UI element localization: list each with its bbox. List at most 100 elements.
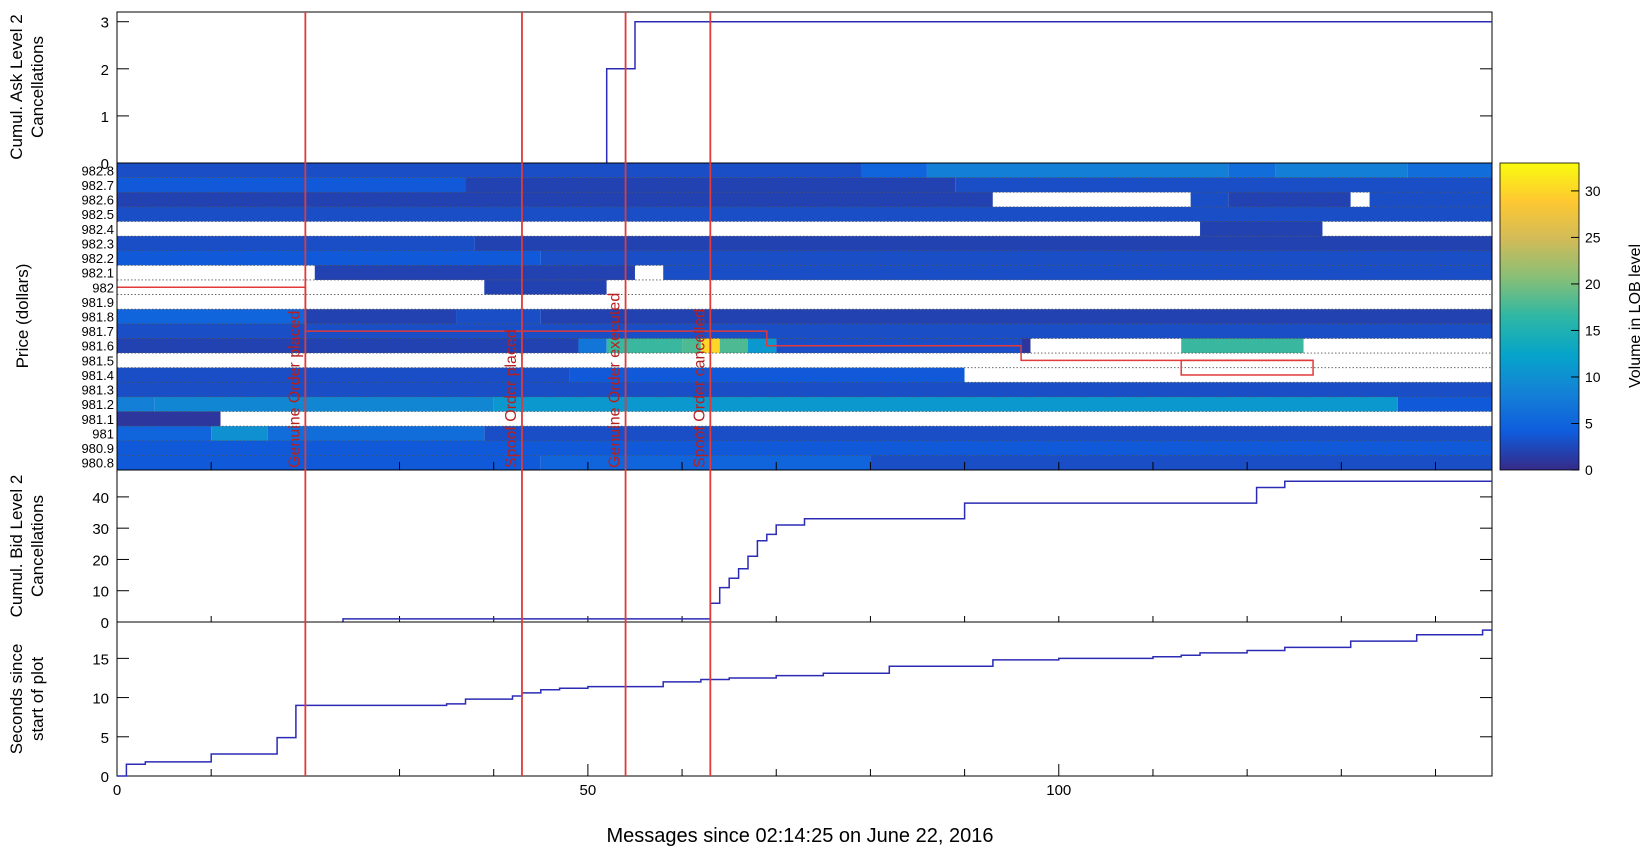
price-tick-label: 980.9 xyxy=(81,441,114,456)
heatmap-cell xyxy=(117,236,475,252)
ask-y-tick-label: 2 xyxy=(101,62,109,79)
heatmap-cell xyxy=(663,265,1492,281)
price-tick-label: 981.6 xyxy=(81,339,114,354)
heatmap-cell xyxy=(484,426,1492,442)
heatmap-cell xyxy=(634,265,664,281)
heatmap-cell xyxy=(1021,338,1031,354)
heatmap-cell xyxy=(117,294,1492,310)
heatmap-cell xyxy=(117,177,466,193)
price-tick-label: 981.9 xyxy=(81,295,114,310)
event-markers: Genuine Order placed Spoof Order placed Ge… xyxy=(286,12,712,776)
heatmap-cell xyxy=(992,192,1191,208)
colorbar-tick-label: 0 xyxy=(1585,462,1593,478)
seconds-ylabel-line1: Seconds since xyxy=(7,644,26,755)
heatmap-cell xyxy=(117,426,212,442)
price-tick-label: 981.7 xyxy=(81,324,114,339)
heatmap-cell xyxy=(1303,338,1492,354)
colorbar-frame xyxy=(1499,162,1580,471)
colorbar-label: Volume in LOB level xyxy=(1627,244,1644,388)
ask-ylabel-line1: Cumul. Ask Level 2 xyxy=(7,14,26,160)
heatmap-panel: 982.8982.7982.6982.5982.4982.3982.2982.1… xyxy=(13,162,1493,471)
event-label: Spoof Order cancelled xyxy=(691,309,708,468)
price-tick-label: 982.3 xyxy=(81,236,114,251)
seconds-y-tick-label: 10 xyxy=(92,691,109,708)
heatmap-cell xyxy=(1228,163,1276,178)
ask-y-tick-label: 1 xyxy=(101,109,109,126)
heatmap-row-separators xyxy=(117,177,1492,456)
heatmap-cell xyxy=(267,426,485,442)
price-tick-label: 982.7 xyxy=(81,178,114,193)
seconds-y-tick-label: 0 xyxy=(101,769,109,786)
heatmap-cell xyxy=(314,265,635,281)
price-tick-label: 982.1 xyxy=(81,266,114,281)
colorbar-tick-label: 5 xyxy=(1585,415,1593,431)
ask-plot-frame xyxy=(116,11,1493,164)
heatmap-cell xyxy=(1369,192,1492,208)
heatmap-cell xyxy=(474,236,1492,252)
seconds-y-tick-label: 5 xyxy=(101,730,109,747)
bid-panel: 0 10 20 30 40 Cumul. Bid Level 2 Cancellatio… xyxy=(7,469,1493,632)
x-tick-label: 100 xyxy=(1046,782,1071,799)
heatmap-cells xyxy=(117,163,1492,471)
price-tick-label: 981.2 xyxy=(81,397,114,412)
bid-cancellations-line xyxy=(342,480,1492,622)
heatmap-cell xyxy=(540,309,1492,325)
heatmap-cell xyxy=(484,279,607,295)
heatmap-cell xyxy=(861,163,927,178)
heatmap-x-ticks xyxy=(116,462,1436,470)
price-tick-label: 982.2 xyxy=(81,251,114,266)
seconds-ylabel-line2: start of plot xyxy=(28,657,47,741)
heatmap-cell xyxy=(1350,192,1370,208)
heatmap-cell xyxy=(117,396,155,412)
heatmap-cell xyxy=(117,323,1492,339)
heatmap-cell xyxy=(456,309,541,325)
colorbar-gradient xyxy=(1500,163,1579,470)
bid-y-tick-label: 10 xyxy=(92,584,109,601)
heatmap-cell xyxy=(719,338,748,354)
price-tick-label: 982.8 xyxy=(81,163,114,178)
price-tick-label: 981 xyxy=(92,426,114,441)
heatmap-cell xyxy=(117,411,221,427)
genuine-order-box xyxy=(1180,359,1314,376)
heatmap-cell xyxy=(682,338,701,354)
heatmap-cell xyxy=(870,455,1492,471)
bid-y-tick-label: 20 xyxy=(92,552,109,569)
heatmap-cell xyxy=(117,309,306,325)
price-tick-labels: 982.8982.7982.6982.5982.4982.3982.2982.1… xyxy=(81,163,114,470)
price-tick-label: 982 xyxy=(92,280,114,295)
colorbar-tick-label: 10 xyxy=(1585,369,1601,385)
bid-y-tick-label: 0 xyxy=(101,615,109,632)
colorbar: 0 5 10 15 20 25 30 Volume in LOB level xyxy=(1499,162,1644,478)
heatmap-cell xyxy=(1322,221,1492,237)
heatmap-cell xyxy=(117,250,541,266)
price-tick-label: 981.3 xyxy=(81,383,114,398)
heatmap-cell xyxy=(1275,163,1408,178)
price-ylabel: Price (dollars) xyxy=(13,264,32,369)
heatmap-cell xyxy=(117,163,862,178)
heatmap-cell xyxy=(117,353,1492,368)
x-axis-label: Messages since 02:14:25 on June 22, 2016 xyxy=(607,825,994,847)
bid-y-tick-label: 40 xyxy=(92,490,109,507)
colorbar-tick-label: 20 xyxy=(1585,276,1601,292)
price-tick-label: 981.5 xyxy=(81,353,114,368)
heatmap-cell xyxy=(305,309,457,325)
heatmap-cell xyxy=(955,177,1492,193)
price-tick-label: 981.1 xyxy=(81,412,114,427)
heatmap-cell xyxy=(540,455,871,471)
price-tick-label: 981.4 xyxy=(81,368,114,383)
x-tick-label: 50 xyxy=(580,782,597,799)
ask-panel: 0 1 2 3 Cumul. Ask Level 2 Cancellations xyxy=(7,11,1493,173)
price-tick-label: 982.4 xyxy=(81,222,114,237)
heatmap-cell xyxy=(117,338,579,354)
heatmap-cell xyxy=(747,338,777,354)
price-tick-label: 982.5 xyxy=(81,207,114,222)
price-tick-label: 980.8 xyxy=(81,456,114,471)
heatmap-cell xyxy=(540,250,1492,266)
heatmap-cell xyxy=(117,382,1492,398)
colorbar-tick-label: 15 xyxy=(1585,322,1601,338)
heatmap-cell xyxy=(117,367,570,383)
x-tick-label: 0 xyxy=(113,782,121,799)
heatmap-cell xyxy=(117,265,315,281)
heatmap-cell xyxy=(569,367,965,383)
